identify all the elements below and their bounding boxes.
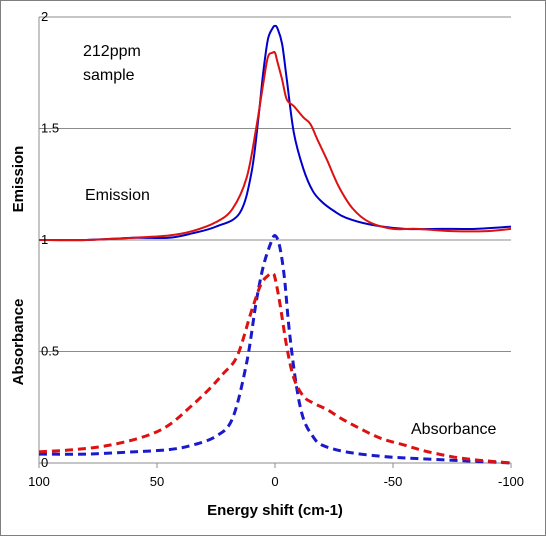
y-axis-title-emission: Emission — [10, 146, 27, 213]
tick-labels: 100 50 0 -50 -100 2 1.5 1 0.5 0 — [28, 9, 524, 489]
absorbance-label: Absorbance — [411, 421, 496, 438]
axes — [38, 17, 512, 468]
y-tick-label: 0 — [41, 455, 48, 470]
x-tick-label: -100 — [498, 474, 524, 489]
y-tick-label: 1 — [41, 232, 48, 247]
x-tick-label: 100 — [28, 474, 50, 489]
x-axis-title: Energy shift (cm-1) — [207, 502, 343, 519]
series-line-emission-1 — [38, 50, 512, 242]
x-tick-label: -50 — [384, 474, 403, 489]
x-tick-label: 0 — [271, 474, 278, 489]
sample-label-line1: 212ppm — [83, 43, 141, 60]
series-line-emission-0 — [38, 24, 512, 242]
y-tick-label: 2 — [41, 9, 48, 24]
emission-label: Emission — [85, 187, 150, 204]
sample-label-line2: sample — [83, 67, 135, 84]
x-tick-label: 50 — [150, 474, 164, 489]
series-group — [38, 24, 512, 465]
gridlines — [39, 16, 511, 352]
series-line-absorbance-3 — [38, 271, 512, 465]
y-tick-label: 1.5 — [41, 121, 59, 136]
y-tick-label: 0.5 — [41, 344, 59, 359]
series-line-absorbance-2 — [38, 234, 512, 465]
y-axis-title-absorbance: Absorbance — [10, 299, 27, 386]
